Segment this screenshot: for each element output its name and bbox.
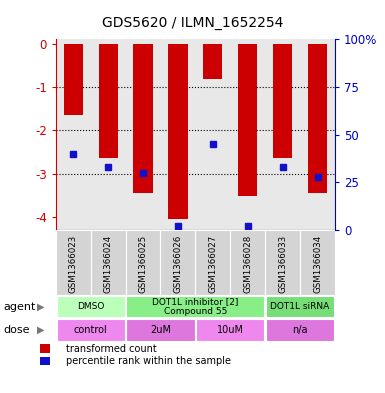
Bar [91,230,126,295]
Bar [195,230,230,295]
Bar [265,230,300,295]
Bar [57,319,125,341]
Bar [273,44,292,158]
Text: GSM1366026: GSM1366026 [173,235,182,293]
Text: GSM1366033: GSM1366033 [278,235,287,293]
Text: GSM1366023: GSM1366023 [69,235,78,293]
Text: DOT1L siRNA: DOT1L siRNA [270,302,330,311]
Bar [230,39,265,230]
Bar [203,44,223,79]
Bar [64,44,83,115]
Text: agent: agent [4,301,36,312]
Text: GSM1366024: GSM1366024 [104,235,113,293]
Bar [126,39,161,230]
Bar [40,344,50,353]
Bar [91,39,126,230]
Text: dose: dose [4,325,30,335]
Text: GSM1366025: GSM1366025 [139,235,147,293]
Bar [126,319,195,341]
Text: transformed count: transformed count [66,343,157,354]
Bar [126,296,264,318]
Bar [300,39,335,230]
Bar [266,296,334,318]
Text: GSM1366034: GSM1366034 [313,235,322,293]
Bar [161,39,195,230]
Bar [40,357,50,365]
Text: n/a: n/a [292,325,308,335]
Bar [56,39,91,230]
Text: 2uM: 2uM [150,325,171,335]
Bar [161,230,195,295]
Text: GDS5620 / ILMN_1652254: GDS5620 / ILMN_1652254 [102,16,283,30]
Text: ▶: ▶ [37,325,44,335]
Text: DOT1L inhibitor [2]
Compound 55: DOT1L inhibitor [2] Compound 55 [152,297,239,316]
Text: GSM1366027: GSM1366027 [208,235,218,293]
Bar [99,44,118,158]
Bar [308,44,327,193]
Text: DMSO: DMSO [77,302,104,311]
Bar [56,230,91,295]
Bar [266,319,334,341]
Bar [196,319,264,341]
Text: percentile rank within the sample: percentile rank within the sample [66,356,231,366]
Bar [126,230,161,295]
Bar [195,39,230,230]
Bar [168,44,187,219]
Text: GSM1366028: GSM1366028 [243,235,252,293]
Bar [238,44,257,196]
Bar [57,296,125,318]
Bar [134,44,152,193]
Text: ▶: ▶ [37,301,44,312]
Bar [230,230,265,295]
Bar [265,39,300,230]
Text: control: control [74,325,107,335]
Text: 10uM: 10uM [217,325,244,335]
Bar [300,230,335,295]
